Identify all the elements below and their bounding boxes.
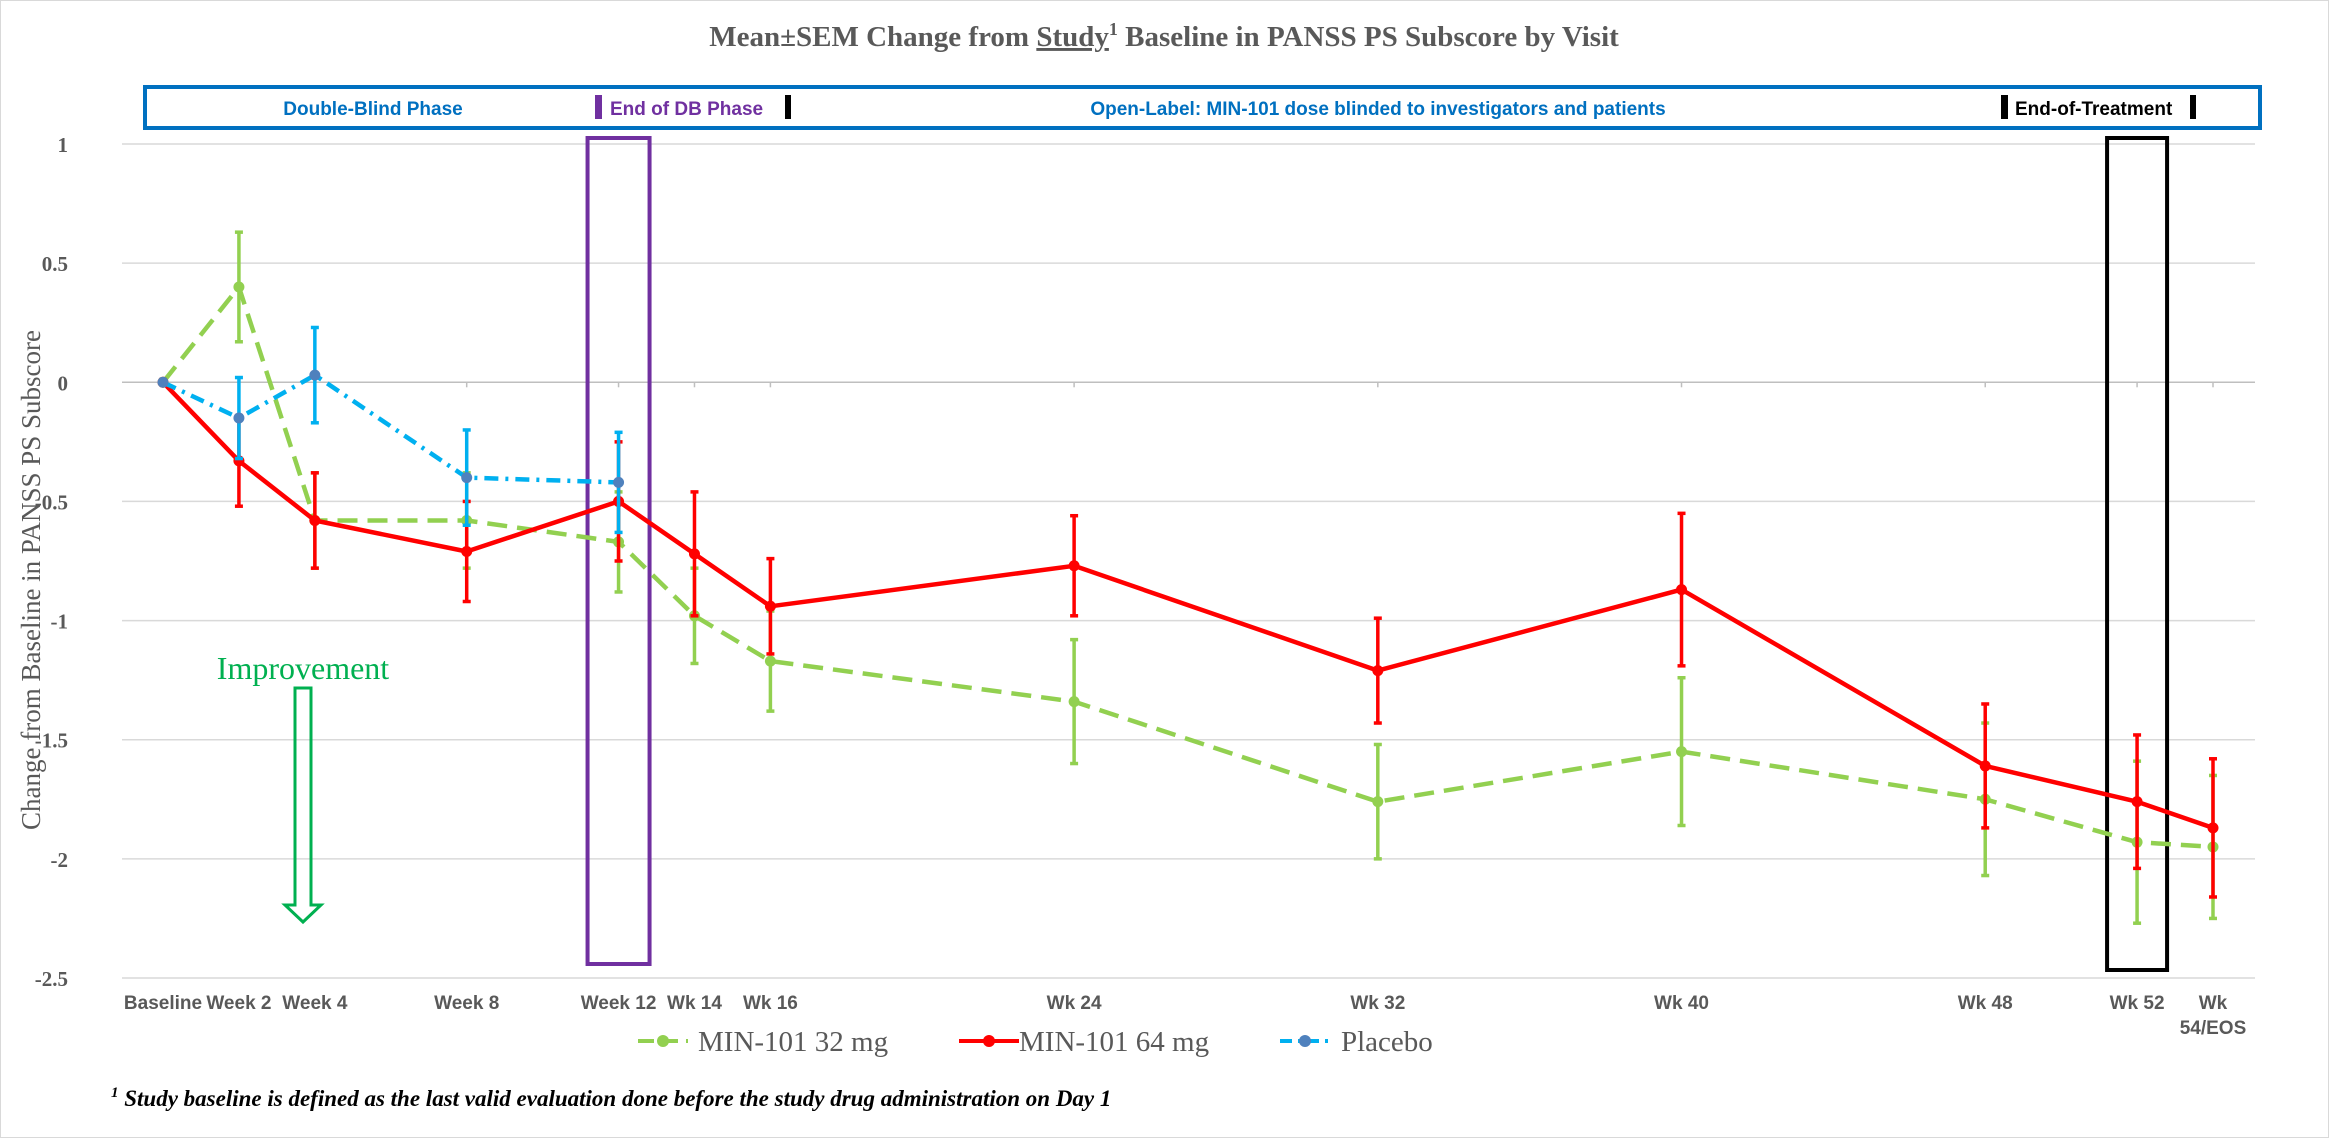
series-line: [161, 380, 2214, 831]
data-point: [1068, 560, 1080, 572]
data-point: [1979, 760, 1991, 772]
x-tick-label: Wk 48: [1958, 993, 2013, 1014]
x-tick-label: Week 8: [434, 993, 499, 1014]
data-point: [1676, 746, 1688, 758]
y-tick-label: -2.5: [35, 967, 68, 991]
y-tick-labels: 1 0.5 0 -0.5 -1 -1.5 -2 -2.5: [35, 133, 68, 991]
data-point: [309, 514, 321, 526]
x-tick-label: Week 12: [581, 993, 657, 1014]
legend-item-placebo: Placebo: [1280, 1026, 1433, 1058]
end-db-label: End of DB Phase: [610, 99, 763, 120]
chart-title: Mean±SEM Change from Study1 Baseline in …: [709, 19, 1619, 53]
legend-item-64mg: MIN-101 64 mg: [959, 1026, 1209, 1058]
end-treatment-marker-right: [2190, 95, 2196, 119]
x-tick-label: Wk 14: [667, 993, 722, 1014]
data-point: [688, 548, 700, 560]
data-point: [461, 545, 473, 557]
legend-label-placebo: Placebo: [1341, 1026, 1433, 1058]
phase-banner: [143, 85, 2262, 130]
data-point: [1372, 796, 1384, 808]
y-tick-label: -1.5: [35, 729, 68, 753]
end-treatment-marker-left: [2001, 95, 2008, 119]
legend: MIN-101 32 mg MIN-101 64 mg Placebo: [638, 1026, 1433, 1058]
data-point: [309, 369, 321, 381]
x-tick-label: Wk 24: [1047, 993, 1102, 1014]
end-db-highlight-box: [585, 136, 652, 966]
x-tick-label: Week 2: [206, 993, 271, 1014]
data-point: [1068, 696, 1080, 708]
end-db-marker-left: [595, 95, 602, 119]
title-prefix: Mean±SEM Change from: [709, 21, 1036, 53]
data-point: [1372, 665, 1384, 677]
x-tick-label: Wk 16: [743, 993, 798, 1014]
end-of-treatment-highlight-box: [2105, 136, 2170, 972]
legend-item-32mg: MIN-101 32 mg: [638, 1026, 888, 1058]
data-point: [157, 376, 169, 388]
series-layer: [157, 230, 2219, 925]
data-point: [2131, 796, 2143, 808]
legend-label-32mg: MIN-101 32 mg: [698, 1026, 888, 1058]
legend-label-64mg: MIN-101 64 mg: [1019, 1026, 1209, 1058]
x-tick-label: Wk: [2199, 993, 2228, 1014]
title-suffix: Baseline in PANSS PS Subscore by Visit: [1118, 21, 1619, 53]
y-tick-label: 0.5: [42, 252, 68, 276]
improvement-label: Improvement: [217, 650, 390, 686]
title-superscript: 1: [1109, 19, 1118, 39]
x-tick-label: Baseline: [124, 993, 202, 1014]
y-tick-label: -0.5: [35, 490, 68, 514]
x-tick-label: Week 4: [282, 993, 348, 1014]
series-placebo: [157, 325, 625, 535]
x-tick-label: Wk 40: [1654, 993, 1709, 1014]
footnote: 1 Study baseline is defined as the last …: [111, 1085, 1111, 1111]
double-blind-label: Double-Blind Phase: [283, 99, 462, 120]
open-label-label: Open-Label: MIN-101 dose blinded to inve…: [1090, 99, 1665, 120]
end-treatment-label: End-of-Treatment: [2015, 99, 2173, 120]
x-tick-labels: Baseline Week 2 Week 4 Week 8 Week 12 Wk 14 Wk…: [124, 993, 2246, 1039]
series-line: [162, 372, 619, 485]
series-min-101-64-mg: [157, 376, 2219, 899]
footnote-text: Study baseline is defined as the last va…: [119, 1086, 1112, 1111]
y-tick-label: -1: [51, 610, 69, 634]
data-point: [764, 655, 776, 667]
y-tick-label: -2: [51, 848, 69, 872]
data-point: [613, 476, 625, 488]
data-point: [461, 472, 473, 484]
data-point: [2207, 822, 2219, 834]
x-tick-label: Wk 32: [1350, 993, 1405, 1014]
y-tick-label: 1: [58, 133, 69, 157]
data-point: [233, 281, 245, 293]
title-underlined: Study: [1036, 21, 1109, 53]
data-point: [764, 600, 776, 612]
y-axis-label: Change from Baseline in PANSS PS Subscor…: [16, 330, 46, 830]
y-tick-label: 0: [58, 371, 69, 395]
x-tick-label: Wk 52: [2110, 993, 2165, 1014]
grid: [122, 143, 2255, 979]
footnote-superscript: 1: [111, 1085, 119, 1101]
data-point: [233, 412, 245, 424]
data-point: [1676, 584, 1688, 596]
improvement-arrow-icon: [281, 686, 325, 925]
end-db-marker-right: [785, 95, 791, 119]
x-tick-label: 54/EOS: [2180, 1018, 2247, 1039]
